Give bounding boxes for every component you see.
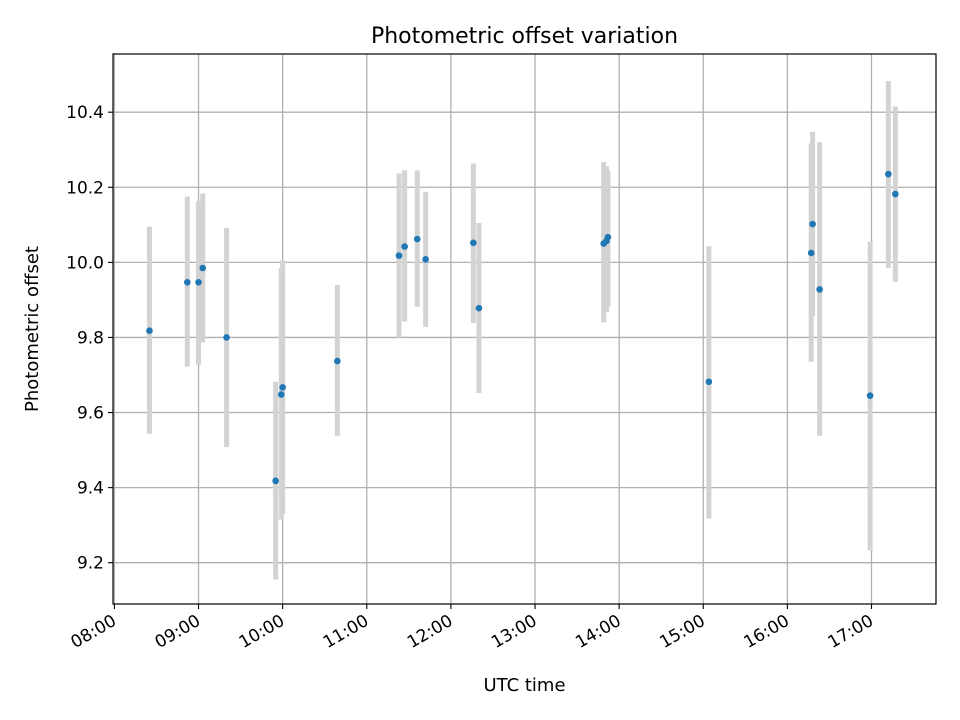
data-point [885, 170, 892, 178]
data-point [146, 327, 153, 334]
plot-frame [112, 53, 937, 605]
data-point [705, 378, 713, 386]
data-point [604, 233, 612, 241]
data-point [401, 243, 408, 250]
y-tick-label: 10.4 [66, 103, 104, 123]
data-point [277, 391, 285, 398]
y-axis-ticks: 9.2 9.4 9.6 9.8 10.0 10.2 10.4 [66, 103, 113, 574]
y-tick-label: 10.2 [66, 178, 104, 198]
data-point [892, 190, 899, 198]
data-point [809, 220, 816, 228]
data-point [470, 239, 477, 247]
data-point [223, 334, 230, 341]
y-tick-label: 10.0 [66, 253, 104, 273]
data-point [866, 392, 874, 399]
data-point [807, 249, 815, 257]
y-tick-label: 9.6 [77, 404, 104, 424]
data-point [195, 278, 202, 286]
data-point [413, 235, 421, 243]
data-point [272, 477, 279, 485]
y-tick-label: 9.2 [77, 554, 104, 574]
y-tick-label: 9.4 [77, 479, 104, 499]
data-point [816, 286, 823, 293]
data-point [184, 278, 191, 286]
chart-title: Photometric offset variation [371, 24, 678, 49]
data-points [146, 170, 899, 485]
data-point [199, 264, 207, 272]
x-axis-label: UTC time [483, 675, 565, 696]
data-point [334, 357, 341, 365]
data-point [279, 384, 286, 391]
y-tick-label: 9.8 [77, 328, 104, 348]
data-point [475, 304, 483, 312]
y-axis-label: Photometric offset [22, 246, 43, 412]
data-point [395, 252, 403, 259]
data-point [422, 256, 429, 263]
